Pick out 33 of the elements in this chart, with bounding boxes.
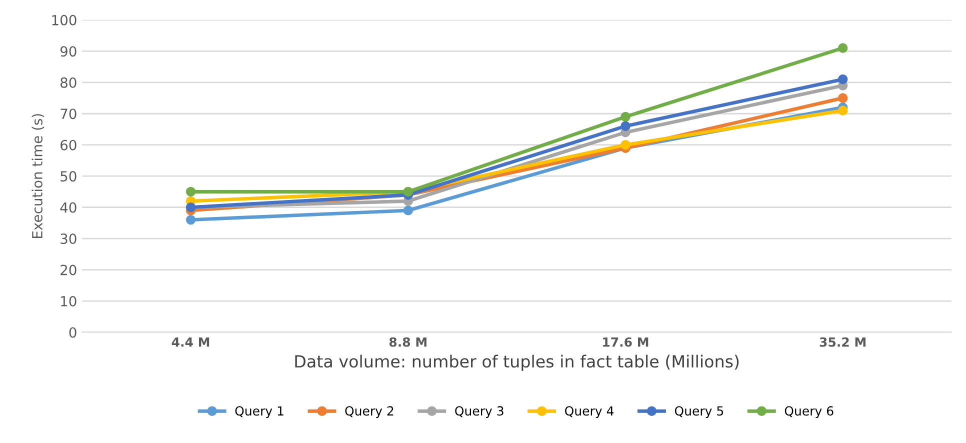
y-tick-label: 20 bbox=[60, 264, 76, 276]
y-tick-label: 90 bbox=[60, 46, 76, 57]
y-axis-title: Execution time (s) bbox=[32, 114, 44, 238]
point bbox=[186, 214, 196, 225]
y-tick-label: 80 bbox=[60, 77, 76, 88]
point bbox=[620, 140, 630, 150]
y-tick-label: 0 bbox=[69, 327, 76, 338]
point bbox=[838, 93, 848, 103]
x-tick-label: 4.4 M bbox=[172, 337, 210, 347]
y-tick-label: 100 bbox=[52, 14, 76, 26]
legend-label: Query 1 bbox=[235, 406, 284, 418]
legend-label: Query 2 bbox=[345, 406, 394, 418]
y-tick-label: 60 bbox=[60, 140, 76, 150]
x-axis-title: Data volume: number of tuples in fact table (Millions) bbox=[295, 354, 739, 371]
point bbox=[620, 112, 630, 122]
point bbox=[186, 186, 196, 197]
legend-label: Query 3 bbox=[455, 406, 504, 418]
y-tick-label: 30 bbox=[60, 234, 76, 244]
point bbox=[403, 206, 413, 216]
x-tick-label: 17.6 M bbox=[603, 337, 648, 347]
legend-label: Query 6 bbox=[784, 406, 834, 418]
y-tick-label: 40 bbox=[60, 202, 76, 213]
point bbox=[620, 121, 630, 131]
legend-label: Query 4 bbox=[565, 406, 614, 418]
x-tick-label: 8.8 M bbox=[389, 337, 426, 347]
point bbox=[838, 43, 848, 53]
x-tick-label: 35.2 M bbox=[820, 337, 866, 347]
point bbox=[838, 106, 848, 116]
y-tick-label: 10 bbox=[61, 296, 76, 306]
y-tick-label: 70 bbox=[60, 108, 76, 120]
legend-label: Query 5 bbox=[674, 406, 724, 418]
point bbox=[838, 74, 848, 84]
y-tick-label: 50 bbox=[60, 171, 76, 182]
